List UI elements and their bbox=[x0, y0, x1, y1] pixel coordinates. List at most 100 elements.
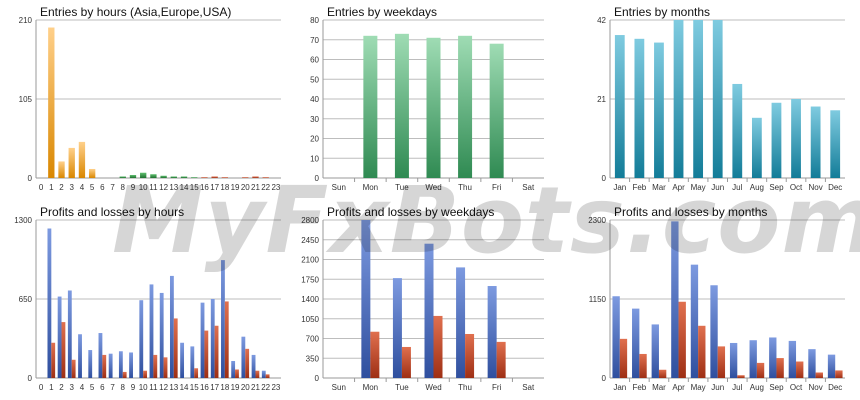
bar-profits bbox=[808, 349, 816, 378]
bar-lightgreen bbox=[426, 37, 441, 179]
x-tick-label: Feb bbox=[632, 383, 646, 392]
bar-profits bbox=[139, 300, 144, 378]
chart-title: Profits and losses by weekdays bbox=[327, 205, 494, 219]
x-tick-label: 13 bbox=[169, 383, 178, 392]
bar-teal bbox=[614, 35, 625, 178]
y-tick-label: 1150 bbox=[589, 295, 607, 304]
x-tick-label: 22 bbox=[261, 383, 270, 392]
bar-profits bbox=[159, 292, 164, 378]
bar-losses bbox=[51, 342, 56, 378]
y-tick-label: 0 bbox=[315, 374, 320, 383]
y-tick-label: 80 bbox=[310, 16, 319, 25]
y-tick-label: 40 bbox=[310, 95, 319, 104]
y-tick-label: 2100 bbox=[301, 256, 319, 265]
bar-losses bbox=[224, 301, 229, 378]
chart-title: Entries by hours (Asia,Europe,USA) bbox=[40, 5, 231, 19]
bar-losses bbox=[756, 362, 765, 378]
x-tick-label: Nov bbox=[809, 183, 823, 192]
x-tick-label: 12 bbox=[159, 383, 168, 392]
x-tick-label: 7 bbox=[110, 183, 115, 192]
bar-red bbox=[262, 177, 269, 178]
chart-pl_months: Profits and losses by months 0 1150 2300 Jan… bbox=[588, 205, 845, 392]
bar-profits bbox=[788, 340, 797, 378]
bar-losses bbox=[698, 325, 706, 378]
x-tick-label: Apr bbox=[672, 383, 685, 392]
x-tick-label: 17 bbox=[210, 383, 219, 392]
x-tick-label: 15 bbox=[190, 183, 199, 192]
bar-profits bbox=[190, 346, 195, 378]
x-tick-label: Sat bbox=[522, 183, 535, 192]
bar-orange bbox=[78, 141, 86, 178]
x-tick-label: Tue bbox=[395, 383, 409, 392]
x-tick-label: 10 bbox=[139, 183, 148, 192]
x-tick-label: Wed bbox=[425, 383, 441, 392]
x-tick-label: Nov bbox=[809, 383, 823, 392]
x-tick-label: Mar bbox=[652, 183, 666, 192]
y-tick-label: 0 bbox=[315, 174, 320, 183]
bar-lightgreen bbox=[394, 33, 409, 179]
x-tick-label: 11 bbox=[149, 383, 158, 392]
y-tick-label: 42 bbox=[597, 16, 606, 25]
bar-profits bbox=[221, 260, 225, 378]
bar-red bbox=[211, 176, 218, 178]
bar-green bbox=[150, 174, 157, 178]
bar-profits bbox=[210, 299, 215, 378]
bar-green bbox=[160, 175, 167, 178]
bar-orange bbox=[88, 168, 96, 178]
bar-profits bbox=[612, 296, 620, 378]
x-tick-label: Sep bbox=[769, 383, 784, 392]
x-tick-label: Oct bbox=[790, 383, 803, 392]
bar-green bbox=[180, 176, 188, 178]
bar-losses bbox=[433, 315, 443, 378]
y-tick-label: 21 bbox=[597, 95, 606, 104]
bar-teal bbox=[654, 42, 664, 179]
x-tick-label: 23 bbox=[271, 183, 280, 192]
x-tick-label: Aug bbox=[750, 183, 764, 192]
bar-green bbox=[119, 176, 126, 178]
bar-orange bbox=[58, 161, 65, 178]
bar-profits bbox=[456, 267, 466, 378]
bar-teal bbox=[693, 20, 704, 178]
bar-profits bbox=[118, 351, 123, 378]
bar-losses bbox=[639, 353, 647, 378]
x-tick-label: Tue bbox=[395, 183, 409, 192]
bar-green bbox=[129, 174, 137, 178]
bar-losses bbox=[122, 371, 127, 378]
bar-profits bbox=[671, 221, 679, 378]
x-tick-label: 16 bbox=[200, 383, 209, 392]
bar-profits bbox=[231, 360, 236, 378]
x-tick-label: 4 bbox=[80, 183, 85, 192]
x-tick-label: 3 bbox=[70, 183, 75, 192]
bar-profits bbox=[487, 286, 497, 378]
y-tick-label: 0 bbox=[602, 374, 607, 383]
x-tick-label: Mon bbox=[363, 183, 379, 192]
x-tick-label: Jul bbox=[732, 383, 742, 392]
y-tick-label: 20 bbox=[310, 135, 319, 144]
y-tick-label: 30 bbox=[310, 115, 319, 124]
bar-losses bbox=[153, 354, 158, 378]
x-tick-label: Sun bbox=[332, 183, 346, 192]
bar-profits bbox=[180, 342, 185, 378]
x-tick-label: 6 bbox=[100, 383, 105, 392]
bar-green bbox=[191, 177, 198, 178]
bar-profits bbox=[47, 228, 52, 378]
bar-profits bbox=[98, 333, 103, 378]
x-tick-label: 4 bbox=[80, 383, 85, 392]
x-tick-label: Wed bbox=[425, 183, 441, 192]
bar-losses bbox=[255, 370, 260, 378]
bar-losses bbox=[835, 370, 843, 378]
x-tick-label: Sun bbox=[332, 383, 346, 392]
x-tick-label: Sat bbox=[522, 383, 535, 392]
bar-profits bbox=[88, 350, 93, 378]
x-tick-label: Jun bbox=[711, 383, 724, 392]
x-tick-label: 12 bbox=[159, 183, 168, 192]
x-tick-label: 11 bbox=[149, 183, 158, 192]
bar-green bbox=[140, 172, 147, 178]
x-tick-label: Jul bbox=[732, 183, 742, 192]
bar-profits bbox=[769, 337, 777, 378]
bar-losses bbox=[496, 341, 506, 378]
bar-losses bbox=[61, 322, 66, 378]
y-tick-label: 105 bbox=[19, 95, 33, 104]
